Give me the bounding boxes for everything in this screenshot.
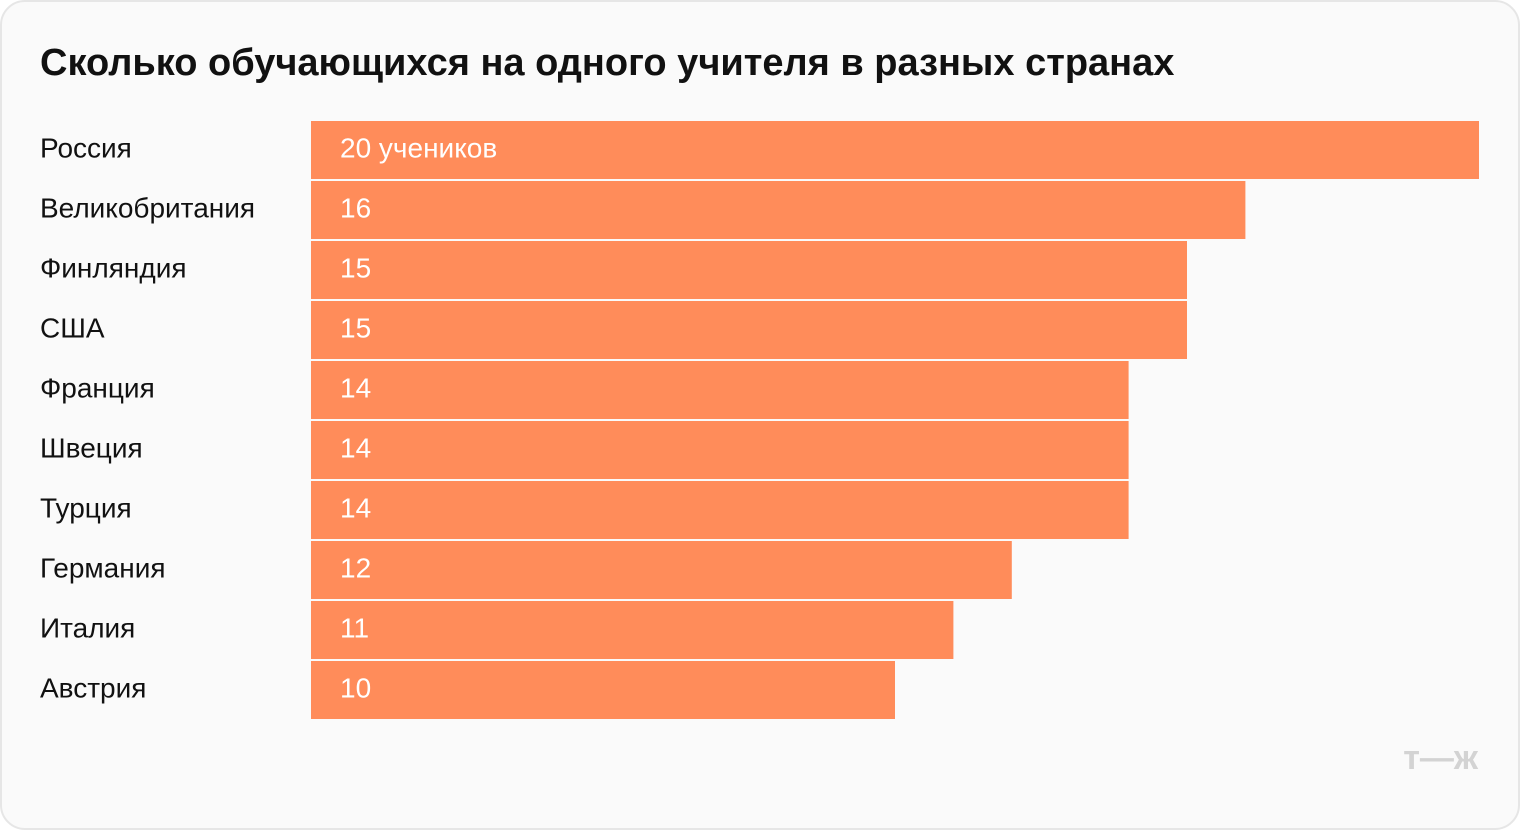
category-label: Германия	[40, 552, 166, 583]
value-label: 10	[340, 672, 371, 703]
bar	[311, 361, 1129, 419]
category-label: Великобритания	[40, 192, 255, 223]
value-label: 11	[340, 612, 369, 643]
value-label: 14	[340, 372, 371, 403]
category-label: Швеция	[40, 432, 143, 463]
logo: т—ж	[1403, 739, 1479, 777]
bar	[311, 241, 1187, 299]
value-label: 14	[340, 492, 371, 523]
bar	[311, 601, 954, 659]
bar	[311, 421, 1129, 479]
value-label: 16	[340, 192, 371, 223]
value-label: 20 учеников	[340, 132, 497, 163]
bar	[311, 661, 895, 719]
value-label: 15	[340, 252, 371, 283]
bar	[311, 121, 1479, 179]
category-label: США	[40, 312, 105, 343]
value-label: 15	[340, 312, 371, 343]
category-label: Россия	[40, 132, 132, 163]
category-label: Италия	[40, 612, 135, 643]
category-label: Финляндия	[40, 252, 187, 283]
bar	[311, 301, 1187, 359]
bar	[311, 181, 1246, 239]
bar	[311, 541, 1012, 599]
category-label: Турция	[40, 492, 132, 523]
chart-title: Сколько обучающихся на одного учителя в …	[40, 42, 1174, 84]
category-label: Франция	[40, 372, 155, 403]
value-label: 12	[340, 552, 371, 583]
category-label: Австрия	[40, 672, 146, 703]
value-label: 14	[340, 432, 371, 463]
bar	[311, 481, 1129, 539]
